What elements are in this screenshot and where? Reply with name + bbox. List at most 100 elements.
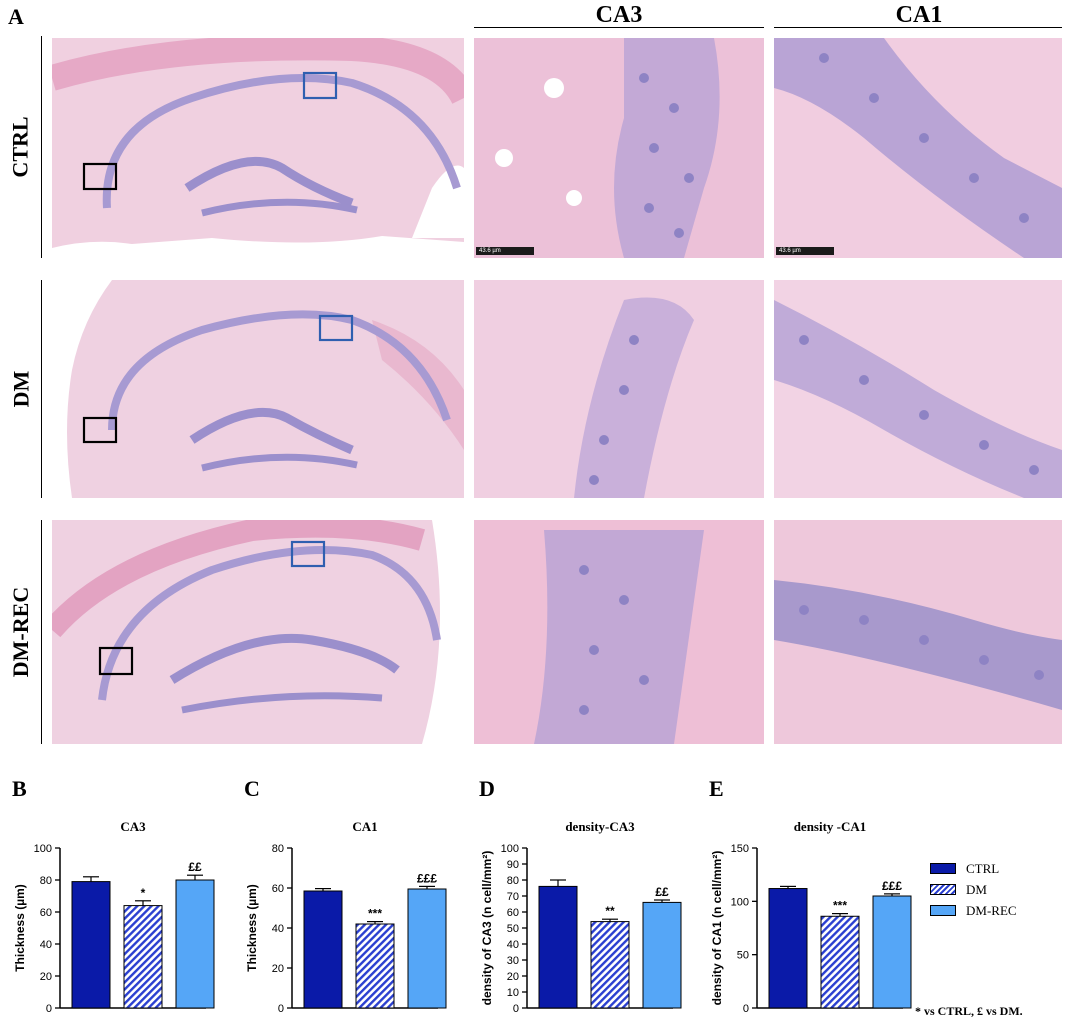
- bar-ctrl: [768, 888, 808, 1009]
- y-tick-label: 100: [34, 843, 52, 855]
- bar-dm: [820, 915, 860, 1009]
- column-header-rule-ca1: [774, 27, 1062, 28]
- y-tick-label: 20: [272, 963, 284, 975]
- y-tick-label: 40: [40, 939, 52, 951]
- roi-box-ca3: [98, 646, 134, 676]
- y-tick-label: 0: [278, 1003, 284, 1015]
- row-rule-dm-rec: [41, 520, 42, 744]
- roi-box-ca3: [82, 416, 118, 444]
- column-header-ca3: CA3: [595, 2, 643, 28]
- y-tick-label: 40: [272, 923, 284, 935]
- bar-dm-rec: [175, 879, 215, 1009]
- y-tick-label: 70: [507, 891, 519, 903]
- row-label-dm-rec: DM-REC: [8, 586, 33, 678]
- y-tick-label: 150: [731, 843, 749, 855]
- legend-swatch-dm: [930, 884, 956, 895]
- roi-box-ca1: [318, 314, 354, 342]
- bar-dm-rec: [407, 888, 447, 1009]
- micrograph-ctrl-ca3: 43.6 µm: [474, 38, 764, 258]
- legend-swatch-ctrl: [930, 863, 956, 874]
- chart-title: CA1: [352, 819, 377, 834]
- bar-dm: [590, 921, 630, 1009]
- bar-ctrl: [71, 881, 111, 1009]
- panel-letter: B: [12, 776, 27, 801]
- column-header-rule-ca3: [474, 27, 764, 28]
- y-tick-label: 0: [46, 1003, 52, 1015]
- y-tick-label: 30: [507, 955, 519, 967]
- chart-b: B CA3 Thickness (µm) 0 20 40 60 80 100 * ££: [8, 772, 233, 1020]
- micrograph-dm-rec-ca3: [474, 520, 764, 744]
- y-tick-label: 80: [272, 843, 284, 855]
- roi-box-ca1: [290, 540, 326, 568]
- significance-label: ***: [368, 907, 382, 921]
- significance-label: £££: [417, 871, 437, 885]
- panel-letter-a: A: [8, 4, 24, 29]
- bar-dm-rec: [642, 901, 682, 1009]
- legend-item-ctrl: CTRL: [930, 858, 1017, 879]
- bar-dm-rec: [872, 895, 912, 1009]
- bar-ctrl: [303, 890, 343, 1009]
- scale-bar: 43.6 µm: [476, 247, 534, 255]
- legend-label-dm-rec: DM-REC: [966, 902, 1017, 918]
- micrograph-dm-rec-ca1: [774, 520, 1062, 744]
- micrograph-dm-rec-overview: [52, 520, 464, 744]
- y-tick-label: 20: [507, 971, 519, 983]
- legend-item-dm: DM: [930, 879, 1017, 900]
- y-tick-label: 10: [507, 987, 519, 999]
- y-tick-label: 50: [737, 950, 749, 962]
- legend-label-dm: DM: [966, 881, 987, 897]
- micrograph-ctrl-ca1: 43.6 µm: [774, 38, 1062, 258]
- legend-item-dm-rec: DM-REC: [930, 900, 1017, 921]
- bar-dm: [355, 923, 395, 1009]
- bar-ctrl: [538, 885, 578, 1009]
- significance-label: ££: [655, 885, 669, 899]
- chart-legend: CTRL DM DM-REC: [930, 858, 1017, 921]
- y-axis-label: density of CA3 (n cell/mm²): [480, 851, 494, 1006]
- row-label-dm: DM: [8, 370, 33, 408]
- y-tick-label: 50: [507, 923, 519, 935]
- scale-bar: 43.6 µm: [776, 247, 834, 255]
- roi-box-ca3: [82, 162, 118, 191]
- legend-label-ctrl: CTRL: [966, 860, 1000, 876]
- row-label-ctrl: CTRL: [8, 116, 33, 178]
- chart-c: C CA1 Thickness (µm) 0 20 40 60 80 *** £££: [240, 772, 465, 1020]
- significance-label: ££: [188, 860, 202, 874]
- row-rule-dm: [41, 280, 42, 498]
- legend-swatch-dm-rec: [930, 905, 956, 916]
- roi-box-ca1: [302, 71, 338, 100]
- y-tick-label: 60: [272, 883, 284, 895]
- y-tick-label: 80: [40, 875, 52, 887]
- y-tick-label: 40: [507, 939, 519, 951]
- significance-label: ***: [833, 899, 847, 913]
- footnote: * vs CTRL, £ vs DM.: [915, 1004, 1023, 1018]
- y-tick-label: 100: [731, 896, 749, 908]
- y-tick-label: 60: [507, 907, 519, 919]
- significance-label: **: [605, 904, 615, 918]
- y-axis-label: density of CA1 (n cell/mm²): [710, 851, 724, 1006]
- panel-letter: C: [244, 776, 260, 801]
- panel-letter: D: [479, 776, 495, 801]
- micrograph-dm-ca1: [774, 280, 1062, 498]
- column-header-ca1: CA1: [895, 2, 943, 28]
- row-rule-ctrl: [41, 36, 42, 258]
- micrograph-ctrl-overview: [52, 38, 464, 258]
- micrograph-dm-overview: [52, 280, 464, 498]
- y-tick-label: 0: [743, 1003, 749, 1015]
- chart-title: density -CA1: [794, 819, 867, 834]
- significance-label: £££: [882, 879, 902, 893]
- micrograph-dm-ca3: [474, 280, 764, 498]
- y-tick-label: 60: [40, 907, 52, 919]
- chart-title: CA3: [120, 819, 146, 834]
- panel-letter: E: [709, 776, 724, 801]
- bar-dm: [123, 905, 163, 1009]
- y-tick-label: 100: [501, 843, 519, 855]
- y-tick-label: 20: [40, 971, 52, 983]
- y-tick-label: 80: [507, 875, 519, 887]
- y-axis-label: Thickness (µm): [13, 884, 27, 972]
- significance-label: *: [141, 886, 146, 900]
- y-tick-label: 90: [507, 859, 519, 871]
- chart-title: density-CA3: [565, 819, 635, 834]
- y-axis-label: Thickness (µm): [245, 884, 259, 972]
